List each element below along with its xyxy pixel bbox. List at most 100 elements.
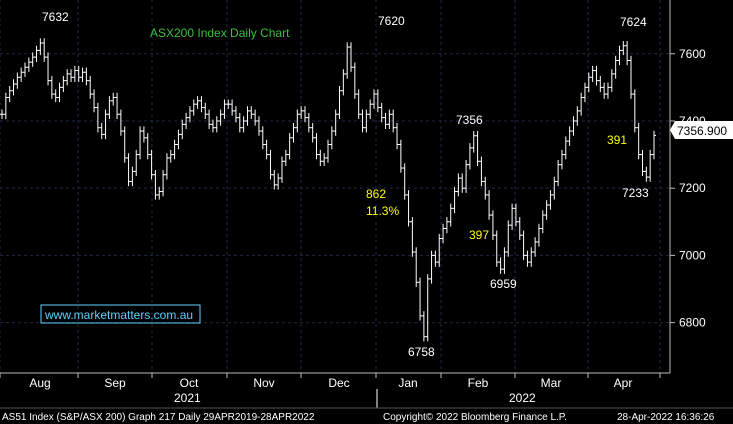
footer-left: AS51 Index (S&P/ASX 200) Graph 217 Daily… — [2, 412, 315, 423]
price-bar — [203, 102, 208, 119]
price-bar — [299, 106, 304, 119]
annotation-peak-aug: 7632 — [42, 10, 69, 24]
price-bar — [414, 247, 419, 287]
x-tick-label: Aug — [29, 376, 50, 390]
x-axis-ticks: Aug Sep Oct Nov Dec Jan Feb Mar Apr — [0, 373, 661, 390]
annotation-rally-points: 397 — [469, 228, 489, 242]
price-bar — [349, 42, 354, 72]
price-bar — [479, 156, 484, 187]
price-bar — [441, 223, 446, 244]
price-bar — [314, 133, 319, 160]
price-bar — [586, 72, 591, 93]
annotation-peak-dec: 7620 — [378, 14, 405, 28]
price-bar — [191, 99, 196, 116]
price-bar — [456, 173, 461, 197]
y-tick-label: 6800 — [679, 316, 706, 330]
price-bar — [640, 149, 645, 177]
price-bar — [134, 149, 139, 177]
price-bar — [80, 67, 85, 82]
price-bar — [291, 122, 296, 143]
price-bar — [448, 203, 453, 227]
price-bar — [210, 119, 215, 133]
price-bar — [648, 149, 653, 182]
price-bar — [536, 223, 541, 247]
price-bar — [326, 139, 330, 163]
price-bar — [575, 106, 580, 126]
price-bar — [176, 129, 181, 150]
price-bar — [525, 250, 530, 267]
y-tick-label: 7600 — [679, 47, 706, 61]
price-bar — [15, 72, 20, 89]
y-tick-label: 7200 — [679, 181, 706, 195]
price-bar — [164, 153, 169, 180]
annotation-peak-apr: 7624 — [620, 15, 647, 29]
price-bar — [19, 67, 24, 82]
price-bar — [46, 52, 51, 86]
annotation-fall-pct: 11.3% — [366, 204, 399, 218]
price-bar — [628, 55, 633, 99]
price-bar — [318, 149, 323, 167]
price-bar — [345, 42, 350, 79]
annotation-low-jan: 6758 — [408, 345, 435, 359]
last-value-marker: 7356.900 — [670, 121, 733, 139]
x-tick-label: Nov — [253, 376, 274, 390]
annotation-drop-points: 391 — [607, 133, 627, 147]
price-bar — [0, 109, 4, 119]
price-bar — [61, 75, 66, 93]
price-bar — [11, 79, 16, 96]
price-bar — [410, 217, 415, 257]
price-bar — [138, 126, 143, 160]
price-bar — [161, 170, 166, 197]
x-tick-label: Jan — [398, 376, 417, 390]
price-series — [0, 38, 656, 342]
last-value-label: 7356.900 — [677, 124, 727, 138]
price-bar — [184, 112, 189, 130]
price-bar — [594, 65, 599, 86]
price-bar — [245, 106, 250, 126]
price-bar — [222, 99, 227, 119]
price-bar — [579, 92, 584, 116]
price-bar — [276, 173, 281, 190]
price-bar — [69, 69, 74, 82]
price-bar — [644, 166, 649, 182]
price-bar — [437, 233, 442, 267]
price-bar — [540, 210, 545, 234]
price-bar — [226, 99, 231, 109]
price-bar — [103, 109, 108, 140]
price-bar — [53, 89, 58, 103]
price-bar — [652, 130, 656, 160]
price-bar — [157, 186, 162, 200]
y-tick-label: 7000 — [679, 248, 706, 262]
price-bar — [72, 65, 77, 82]
price-bar — [88, 75, 93, 99]
price-bar — [617, 45, 622, 66]
price-bar — [329, 126, 334, 150]
price-bar — [636, 122, 641, 160]
price-bar — [398, 139, 403, 173]
chart-title: ASX200 Index Daily Chart — [150, 26, 290, 40]
price-bar — [141, 126, 146, 143]
price-bar — [563, 136, 568, 160]
price-bar — [391, 109, 396, 133]
price-bar — [168, 149, 173, 163]
price-bar — [295, 109, 300, 133]
price-bar — [214, 116, 219, 133]
price-bar — [260, 126, 265, 150]
price-bar — [467, 143, 472, 170]
price-bar — [421, 311, 426, 342]
annotation-low-apr: 7233 — [622, 186, 649, 200]
price-bar — [506, 220, 511, 257]
price-bar — [30, 52, 35, 67]
price-bar — [383, 112, 388, 130]
price-bar — [464, 159, 469, 193]
price-bar — [42, 38, 47, 62]
price-bar — [598, 75, 603, 93]
price-bar — [556, 159, 561, 187]
annotation-fall-points: 862 — [366, 187, 386, 201]
price-bar — [395, 122, 400, 150]
price-bar — [632, 89, 637, 133]
x-tick-label: Sep — [104, 376, 126, 390]
price-bar — [264, 139, 269, 160]
price-bar — [605, 82, 610, 99]
